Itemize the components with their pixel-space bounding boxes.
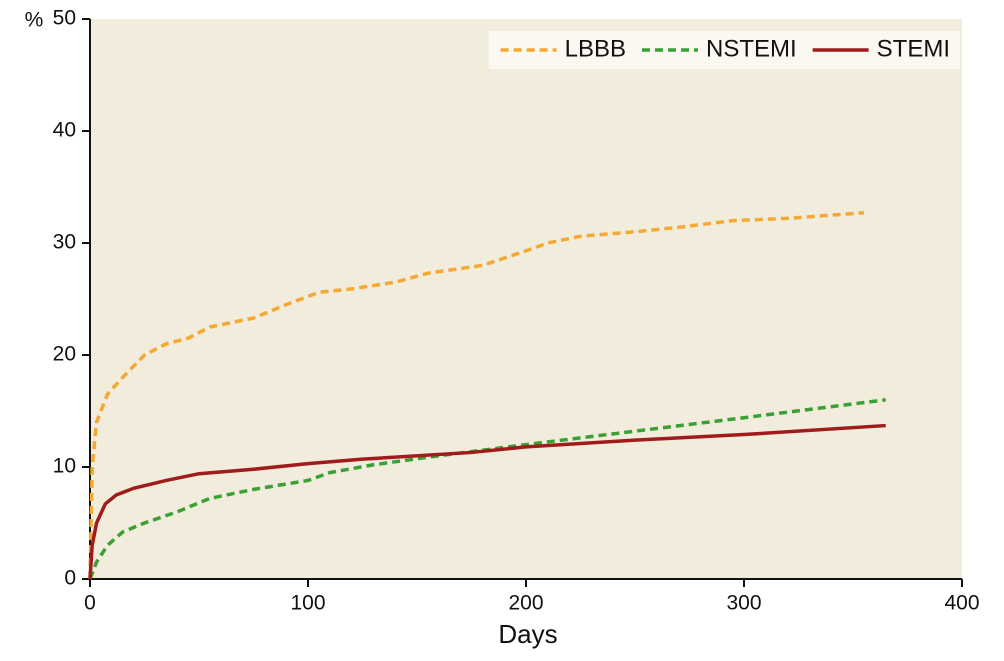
legend-box — [488, 31, 960, 69]
legend: LBBB NSTEMI STEMI — [488, 31, 960, 69]
legend-label: LBBB — [565, 35, 626, 62]
y-tick-label: 50 — [53, 7, 76, 30]
y-tick-label: 40 — [53, 119, 76, 142]
x-axis-label: Days — [498, 619, 557, 649]
y-tick-label: 0 — [64, 567, 76, 590]
x-tick-label: 400 — [944, 592, 979, 615]
x-tick-label: 0 — [84, 592, 96, 615]
line-series — [88, 211, 865, 580]
y-tick-label: 10 — [53, 455, 76, 478]
y-tick-label: 20 — [53, 343, 76, 366]
x-tick-label: 100 — [290, 592, 325, 615]
x-tick-label: 200 — [508, 592, 543, 615]
legend-label: NSTEMI — [706, 35, 797, 62]
y-axis-label: % — [25, 9, 44, 32]
line-series — [88, 398, 886, 580]
y-tick-label: 30 — [53, 231, 76, 254]
line-series — [88, 423, 886, 580]
x-tick-label: 300 — [726, 592, 761, 615]
plot-background — [90, 19, 962, 579]
legend-label: STEMI — [877, 35, 950, 62]
